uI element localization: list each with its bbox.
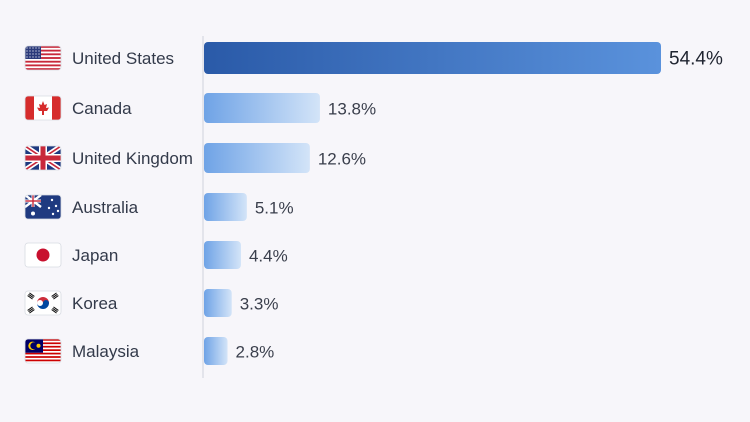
canada-flag-icon (24, 95, 62, 121)
bar (204, 241, 241, 269)
category-label: United Kingdom (72, 149, 193, 168)
category-label: Japan (72, 246, 118, 265)
value-label: 12.6% (318, 150, 366, 169)
malaysia-flag-icon (24, 338, 62, 364)
bar (204, 193, 247, 221)
bar (204, 143, 310, 173)
value-label: 5.1% (255, 199, 294, 218)
category-label: Canada (72, 99, 132, 118)
value-label: 3.3% (240, 295, 279, 314)
uk-flag-icon (24, 145, 62, 171)
bar (204, 42, 661, 74)
category-label: Malaysia (72, 342, 140, 361)
value-label: 54.4% (669, 49, 723, 70)
bar (204, 93, 320, 123)
category-label: Australia (72, 198, 139, 217)
value-label: 4.4% (249, 247, 288, 266)
australia-flag-icon (24, 194, 62, 220)
japan-flag-icon (24, 242, 62, 268)
category-label: United States (72, 49, 174, 68)
us-flag-icon (24, 45, 62, 71)
value-label: 13.8% (328, 100, 376, 119)
korea-flag-icon (24, 290, 62, 316)
category-label: Korea (72, 294, 118, 313)
bar (204, 289, 232, 317)
bar (204, 337, 228, 365)
value-label: 2.8% (236, 343, 275, 362)
